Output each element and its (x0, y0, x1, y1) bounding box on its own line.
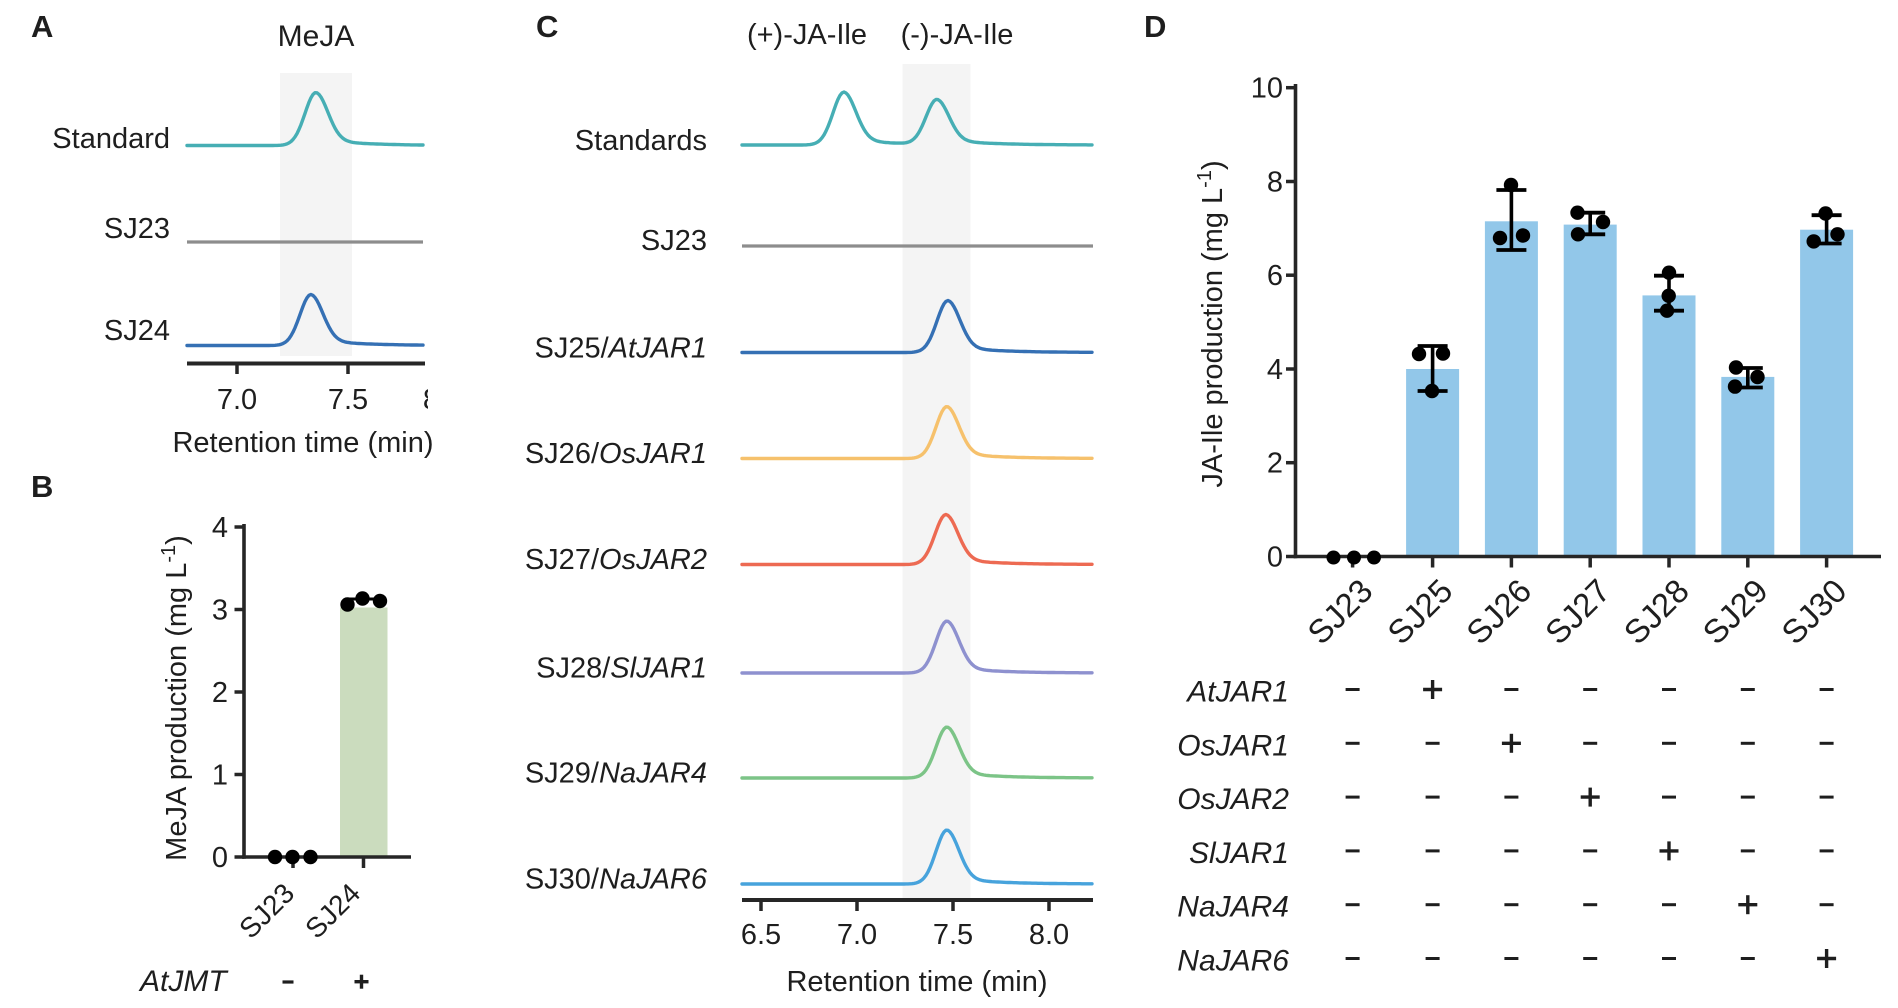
svg-text:7.0: 7.0 (217, 384, 257, 416)
svg-text:SJ29/NaJAR4: SJ29/NaJAR4 (525, 758, 707, 790)
svg-text:0: 0 (212, 842, 228, 874)
svg-text:JA-Ile production (mg L-1): JA-Ile production (mg L-1) (1194, 160, 1229, 487)
svg-text:8: 8 (1267, 167, 1283, 199)
svg-text:SlJAR1: SlJAR1 (1189, 837, 1289, 870)
svg-text:OsJAR1: OsJAR1 (1177, 729, 1289, 762)
svg-text:Retention time (min): Retention time (min) (786, 966, 1047, 998)
svg-text:0: 0 (1267, 542, 1283, 574)
svg-text:SJ30/NaJAR6: SJ30/NaJAR6 (525, 864, 708, 896)
svg-text:MeJA: MeJA (278, 20, 355, 53)
svg-text:Retention time (min): Retention time (min) (172, 427, 433, 459)
svg-text:SJ25/AtJAR1: SJ25/AtJAR1 (535, 333, 708, 365)
svg-text:NaJAR4: NaJAR4 (1177, 891, 1289, 924)
svg-text:SJ26/OsJAR1: SJ26/OsJAR1 (525, 438, 707, 470)
svg-text:10: 10 (1251, 73, 1283, 105)
svg-text:MeJA production (mg L-1): MeJA production (mg L-1) (158, 535, 193, 861)
svg-text:D: D (1144, 9, 1166, 44)
svg-text:6.5: 6.5 (741, 919, 781, 951)
svg-text:7.0: 7.0 (837, 919, 877, 951)
svg-text:4: 4 (212, 512, 228, 544)
svg-text:7.5: 7.5 (328, 384, 368, 416)
svg-text:Standard: Standard (52, 123, 170, 155)
svg-text:A: A (31, 9, 53, 44)
svg-text:6: 6 (1267, 260, 1283, 292)
svg-text:B: B (31, 469, 53, 504)
svg-text:2: 2 (1267, 448, 1283, 480)
svg-text:7.5: 7.5 (933, 919, 973, 951)
svg-text:Standards: Standards (575, 125, 707, 157)
svg-text:8.0: 8.0 (1029, 919, 1069, 951)
svg-text:NaJAR6: NaJAR6 (1177, 945, 1289, 978)
svg-text:SJ28/SlJAR1: SJ28/SlJAR1 (536, 653, 707, 685)
svg-text:AtJMT: AtJMT (138, 965, 229, 998)
svg-text:(+)-JA-Ile: (+)-JA-Ile (747, 19, 867, 51)
svg-text:SJ23: SJ23 (641, 225, 707, 257)
svg-text:C: C (536, 9, 558, 44)
svg-text:1: 1 (212, 760, 228, 792)
svg-text:AtJAR1: AtJAR1 (1185, 676, 1289, 709)
svg-text:8.0: 8.0 (423, 384, 463, 416)
svg-text:SJ27/OsJAR2: SJ27/OsJAR2 (525, 544, 707, 576)
svg-text:OsJAR2: OsJAR2 (1177, 783, 1289, 816)
svg-text:SJ24: SJ24 (104, 315, 170, 347)
svg-text:4: 4 (1267, 354, 1283, 386)
svg-text:3: 3 (212, 595, 228, 627)
svg-text:(-)-JA-Ile: (-)-JA-Ile (901, 19, 1014, 51)
svg-text:SJ23: SJ23 (104, 213, 170, 245)
svg-text:2: 2 (212, 677, 228, 709)
